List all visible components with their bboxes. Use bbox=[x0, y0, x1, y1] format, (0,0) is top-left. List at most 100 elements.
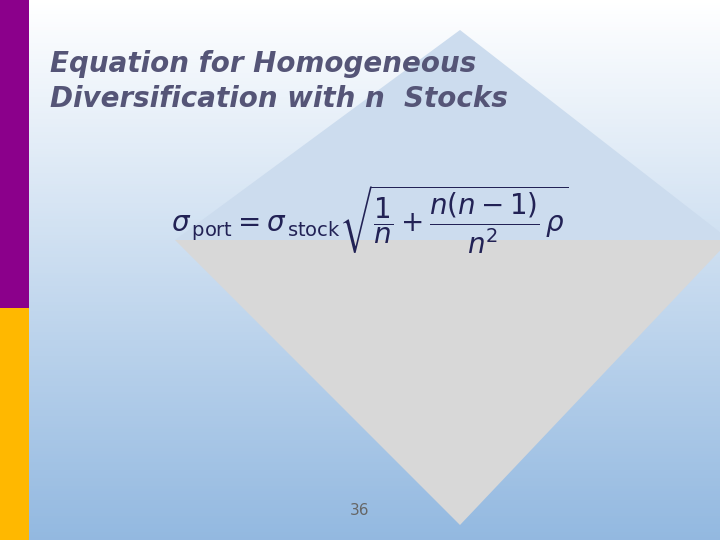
Bar bbox=[0, 92, 720, 94]
Bar bbox=[0, 176, 720, 178]
Bar bbox=[0, 297, 720, 300]
Bar bbox=[0, 157, 720, 159]
Bar bbox=[0, 24, 720, 27]
Bar bbox=[0, 262, 720, 265]
Bar bbox=[0, 429, 720, 432]
Bar bbox=[0, 259, 720, 262]
Bar bbox=[0, 184, 720, 186]
Bar bbox=[0, 348, 720, 351]
Bar bbox=[0, 186, 720, 189]
Bar bbox=[0, 416, 720, 418]
Bar bbox=[0, 405, 720, 408]
Bar bbox=[0, 189, 720, 192]
Bar bbox=[0, 265, 720, 267]
Bar bbox=[0, 383, 720, 386]
Bar bbox=[0, 537, 720, 540]
Bar bbox=[0, 11, 720, 14]
Bar bbox=[0, 240, 720, 243]
Bar bbox=[0, 94, 720, 97]
Bar bbox=[0, 181, 720, 184]
Bar bbox=[0, 170, 720, 173]
Bar bbox=[0, 378, 720, 381]
Bar bbox=[0, 267, 720, 270]
Bar bbox=[0, 230, 720, 232]
Bar bbox=[0, 500, 720, 502]
Bar bbox=[0, 454, 720, 456]
Bar bbox=[0, 338, 720, 340]
Bar bbox=[0, 275, 720, 278]
Bar bbox=[0, 289, 720, 292]
Bar bbox=[0, 526, 720, 529]
Bar bbox=[0, 0, 720, 3]
Bar bbox=[0, 59, 720, 62]
Bar bbox=[0, 124, 720, 127]
Bar bbox=[0, 478, 720, 481]
Bar bbox=[0, 251, 720, 254]
Bar bbox=[0, 119, 720, 122]
Bar bbox=[0, 227, 720, 229]
Bar bbox=[0, 535, 720, 537]
Bar bbox=[0, 327, 720, 329]
Bar bbox=[0, 111, 720, 113]
Bar bbox=[0, 475, 720, 478]
Bar bbox=[0, 165, 720, 167]
Bar bbox=[0, 73, 720, 76]
Bar bbox=[0, 278, 720, 281]
Bar bbox=[0, 510, 720, 513]
Bar bbox=[0, 8, 720, 11]
Bar bbox=[0, 243, 720, 246]
Bar bbox=[0, 108, 720, 111]
Bar bbox=[0, 432, 720, 435]
Bar bbox=[0, 140, 720, 143]
Bar bbox=[0, 329, 720, 332]
Bar bbox=[0, 518, 720, 521]
Bar bbox=[0, 321, 720, 324]
Bar bbox=[0, 256, 720, 259]
Bar bbox=[0, 270, 720, 273]
Bar bbox=[0, 316, 720, 319]
Bar bbox=[0, 308, 29, 540]
Text: Diversification with n  Stocks: Diversification with n Stocks bbox=[50, 85, 508, 113]
Text: Equation for Homogeneous: Equation for Homogeneous bbox=[50, 50, 476, 78]
Bar bbox=[0, 89, 720, 92]
Bar bbox=[0, 356, 720, 359]
Bar bbox=[0, 456, 720, 459]
Bar bbox=[0, 192, 720, 194]
Bar bbox=[0, 529, 720, 532]
Bar bbox=[0, 359, 720, 362]
Bar bbox=[0, 362, 720, 364]
Bar bbox=[0, 451, 720, 454]
Bar bbox=[0, 402, 720, 405]
Bar bbox=[0, 418, 720, 421]
Bar bbox=[0, 51, 720, 54]
Bar bbox=[0, 43, 720, 46]
Bar bbox=[0, 173, 720, 176]
Bar bbox=[0, 483, 720, 486]
Bar bbox=[0, 397, 720, 400]
Bar bbox=[0, 68, 720, 70]
Bar bbox=[0, 284, 720, 286]
Bar bbox=[0, 62, 720, 65]
Polygon shape bbox=[175, 30, 720, 240]
Bar bbox=[0, 81, 720, 84]
Bar bbox=[0, 332, 720, 335]
Bar bbox=[0, 135, 720, 138]
Bar bbox=[0, 324, 720, 327]
Bar bbox=[0, 294, 720, 297]
Bar bbox=[0, 238, 720, 240]
Bar bbox=[0, 76, 720, 78]
Bar bbox=[0, 65, 720, 68]
Bar bbox=[0, 235, 720, 238]
Bar bbox=[0, 472, 720, 475]
Bar bbox=[0, 248, 720, 251]
Bar bbox=[0, 381, 720, 383]
Bar bbox=[0, 19, 720, 22]
Bar bbox=[0, 440, 720, 443]
Bar bbox=[0, 424, 720, 427]
Bar bbox=[0, 313, 720, 316]
Bar bbox=[0, 86, 720, 89]
Bar bbox=[0, 394, 720, 397]
Bar bbox=[0, 308, 720, 310]
Bar bbox=[0, 213, 720, 216]
Bar bbox=[0, 22, 720, 24]
